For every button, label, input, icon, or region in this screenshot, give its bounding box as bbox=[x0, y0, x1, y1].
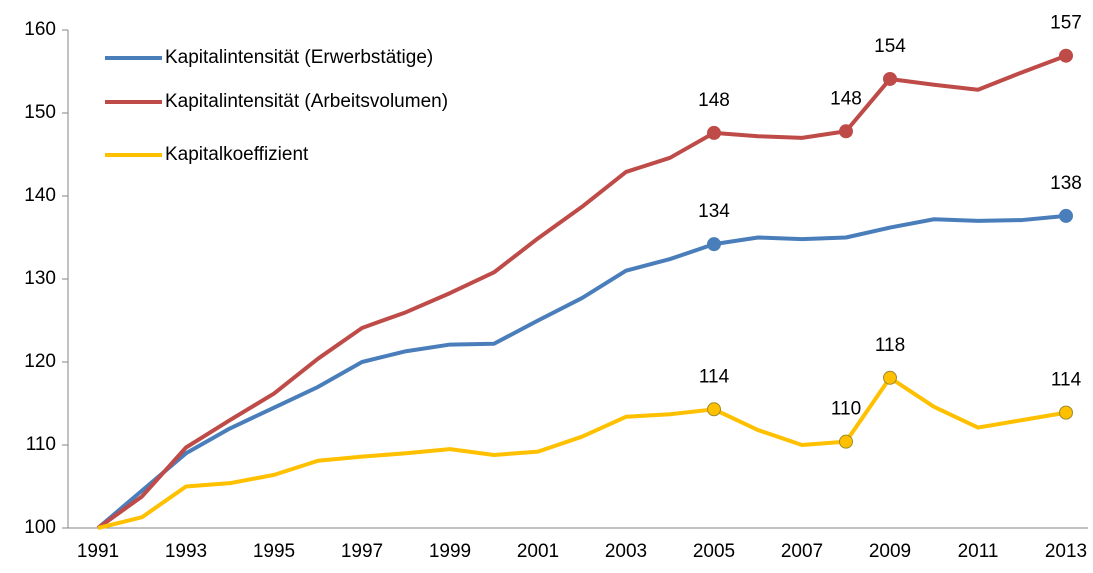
series-line bbox=[96, 53, 1067, 530]
data-label: 110 bbox=[831, 399, 861, 420]
point-marker bbox=[1059, 405, 1073, 420]
x-tick-label: 1995 bbox=[253, 541, 295, 562]
y-tick-label: 160 bbox=[24, 19, 56, 40]
x-tick-label: 2005 bbox=[693, 541, 735, 562]
data-label: 134 bbox=[698, 201, 730, 222]
legend-label: Kapitalkoeffizient bbox=[165, 144, 309, 165]
data-label: 154 bbox=[874, 36, 906, 57]
data-label: 148 bbox=[830, 88, 862, 109]
point-marker bbox=[883, 71, 897, 86]
y-tick-label: 110 bbox=[26, 434, 56, 455]
y-tick-label: 150 bbox=[24, 102, 56, 123]
y-tick-label: 100 bbox=[24, 517, 56, 538]
x-tick-label: 2013 bbox=[1045, 541, 1087, 562]
x-tick-label: 1997 bbox=[341, 541, 383, 562]
x-tick-label: 2001 bbox=[517, 541, 559, 562]
point-marker bbox=[839, 434, 853, 449]
x-tick-label: 1991 bbox=[77, 541, 119, 562]
x-tick-label: 2007 bbox=[781, 541, 823, 562]
data-label: 157 bbox=[1050, 13, 1082, 34]
y-tick-label: 120 bbox=[24, 351, 56, 372]
x-tick-label: 2011 bbox=[958, 541, 999, 562]
y-tick-label: 140 bbox=[24, 185, 56, 206]
point-marker bbox=[707, 237, 721, 252]
x-tick-label: 1999 bbox=[429, 541, 471, 562]
data-label: 114 bbox=[1051, 370, 1082, 391]
y-tick-label: 130 bbox=[24, 268, 56, 289]
data-label: 148 bbox=[698, 90, 730, 111]
legend-label: Kapitalintensität (Arbeitsvolumen) bbox=[165, 91, 448, 112]
point-marker bbox=[883, 370, 897, 385]
point-marker bbox=[1059, 208, 1073, 223]
point-marker bbox=[707, 402, 721, 417]
x-tick-label: 1993 bbox=[165, 541, 207, 562]
data-label: 114 bbox=[699, 366, 730, 387]
point-marker bbox=[839, 124, 853, 139]
x-tick-label: 2003 bbox=[605, 541, 647, 562]
point-marker bbox=[1059, 48, 1073, 63]
point-marker bbox=[707, 125, 721, 140]
data-label: 138 bbox=[1050, 173, 1082, 194]
x-tick-label: 2009 bbox=[869, 541, 911, 562]
legend-label: Kapitalintensität (Erwerbstätige) bbox=[165, 47, 433, 68]
series-line bbox=[97, 375, 1067, 530]
data-label: 118 bbox=[875, 335, 905, 356]
series-line bbox=[96, 213, 1067, 530]
